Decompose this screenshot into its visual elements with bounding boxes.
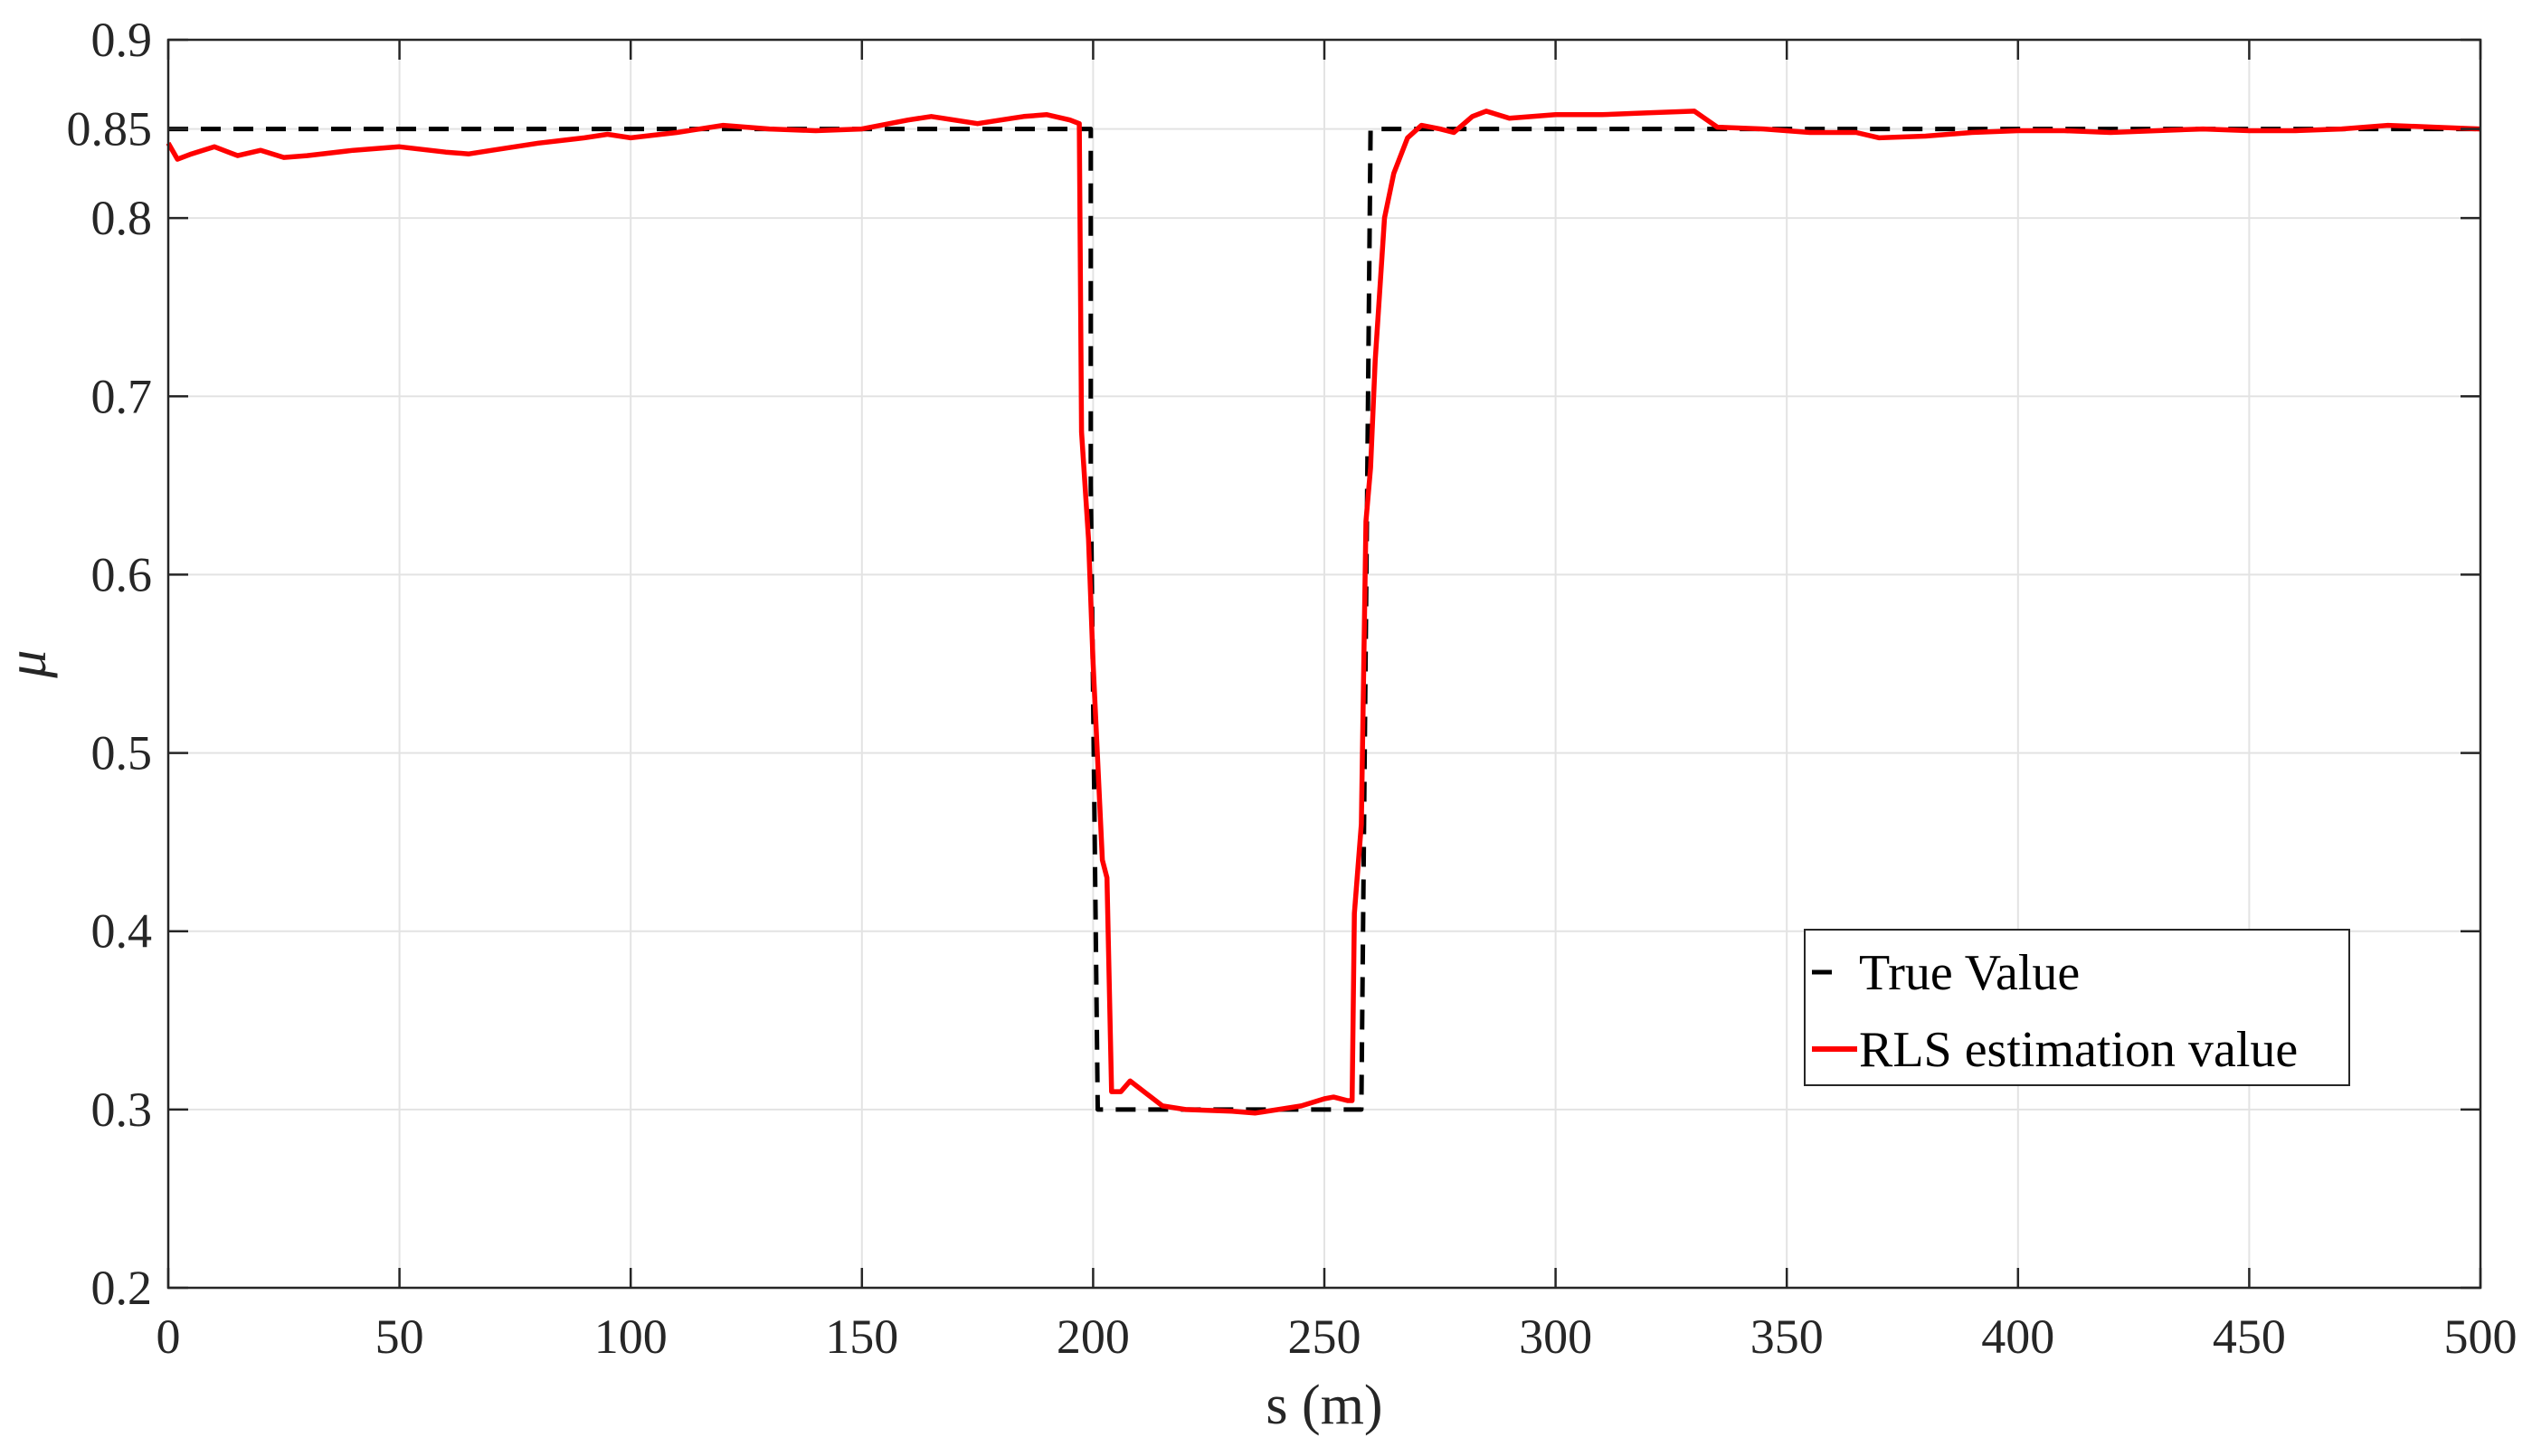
x-tick-label: 500 [2444, 1309, 2518, 1364]
y-tick-label: 0.5 [91, 726, 153, 780]
x-tick-label: 250 [1288, 1309, 1361, 1364]
y-tick-label: 0.6 [91, 547, 153, 601]
x-tick-label: 300 [1519, 1309, 1592, 1364]
x-tick-label: 200 [1057, 1309, 1130, 1364]
x-tick-label: 100 [594, 1309, 668, 1364]
y-tick-label: 0.9 [91, 13, 153, 67]
x-tick-label: 150 [825, 1309, 898, 1364]
x-tick-label: 0 [156, 1309, 181, 1364]
y-tick-label: 0.2 [91, 1261, 153, 1315]
y-tick-label: 0.3 [91, 1083, 153, 1137]
legend-label-rls-estimation: RLS estimation value [1859, 1022, 2298, 1078]
y-tick-label: 0.7 [91, 369, 153, 423]
tick-marks [166, 38, 2482, 1290]
x-tick-label: 350 [1750, 1309, 1824, 1364]
y-tick-label: 0.8 [91, 191, 153, 245]
series-line-rls-estimation [166, 109, 2481, 1116]
legend-label-true-value: True Value [1859, 945, 2080, 1001]
x-tick-label: 450 [2213, 1309, 2286, 1364]
legend: True Value RLS estimation value [1804, 929, 2350, 1086]
x-tick-label: 400 [1981, 1309, 2054, 1364]
x-axis-label: s (m) [1266, 1375, 1382, 1436]
x-tick-label: 50 [375, 1309, 424, 1364]
y-tick-label: 0.85 [67, 102, 153, 156]
series-line-true-value [168, 127, 2480, 1112]
tick-labels: 0 50 100 150 200 250 300 350 400 450 500 0.2 0.3 0.4 0… [67, 13, 2518, 1364]
series-layer [166, 109, 2481, 1116]
y-axis-label: μ [0, 649, 58, 678]
y-tick-label: 0.4 [91, 904, 153, 959]
legend-box [1804, 929, 2350, 1086]
